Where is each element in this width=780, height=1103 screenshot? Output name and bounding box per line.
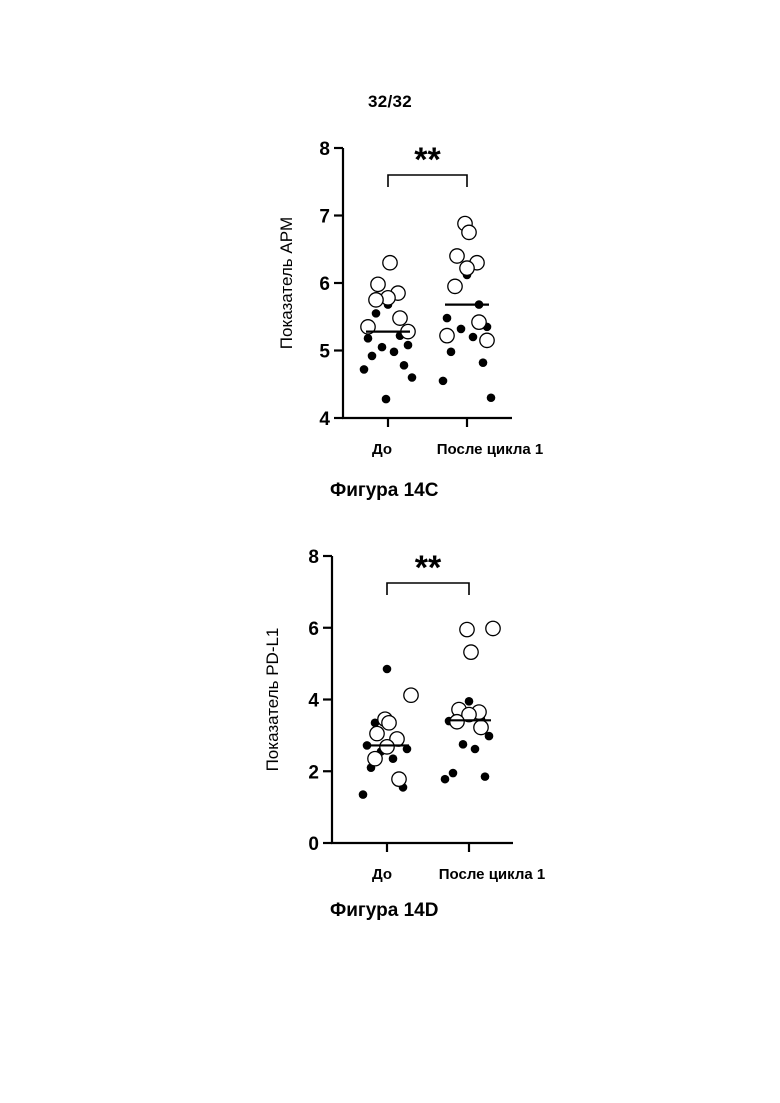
x-tick-label: После цикла 1 — [439, 866, 545, 883]
data-point-open — [486, 621, 500, 635]
data-point-filled — [465, 697, 474, 706]
data-point-filled — [364, 334, 373, 343]
data-point-filled — [487, 393, 496, 402]
data-point-filled — [382, 395, 391, 404]
figure-caption: Фигура 14C — [330, 480, 438, 502]
y-axis-title: Показатель APM — [277, 217, 296, 349]
x-tick-label: После цикла 1 — [437, 441, 543, 458]
y-tick-label: 8 — [308, 547, 319, 568]
significance-label: ** — [415, 549, 442, 587]
data-point-open — [450, 249, 464, 263]
data-point-filled — [471, 745, 480, 754]
data-point-filled — [378, 343, 387, 352]
pdl1-scatter-plot: 0 2 4 6 8 До После цикла 1 Показатель PD-L1 ** — [0, 530, 780, 890]
y-tick-label: 2 — [308, 762, 319, 783]
data-point-filled — [390, 348, 399, 357]
data-point-filled — [469, 333, 478, 342]
y-tick-label: 4 — [319, 409, 330, 430]
data-point-open — [380, 740, 394, 754]
y-tick-label: 8 — [319, 139, 330, 160]
y-axis-title: Показатель PD-L1 — [263, 628, 282, 772]
data-point-open — [448, 279, 462, 293]
data-point-filled — [359, 790, 368, 799]
figure-14d: 0 2 4 6 8 До После цикла 1 Показатель PD-L1 ** Ф… — [0, 530, 780, 930]
data-point-filled — [360, 365, 369, 374]
page-number: 32/32 — [340, 92, 440, 112]
data-point-filled — [368, 352, 377, 361]
data-point-open — [368, 751, 382, 765]
data-point-open — [392, 772, 406, 786]
y-tick-label: 5 — [319, 342, 330, 363]
data-point-filled — [383, 665, 392, 674]
y-tick-label: 0 — [308, 834, 319, 855]
data-point-open — [464, 645, 478, 659]
data-point-filled — [372, 309, 381, 318]
y-tick-label: 7 — [319, 207, 330, 228]
y-tick-label: 6 — [319, 274, 330, 295]
significance-label: ** — [414, 141, 441, 179]
apm-scatter-plot: 4 5 6 7 8 До После цикла 1 Показатель APM ** — [0, 120, 780, 470]
data-point-open — [440, 328, 454, 342]
data-point-filled — [400, 361, 409, 370]
x-tick-label: До — [372, 441, 392, 458]
data-point-open — [474, 720, 488, 734]
x-tick-label: До — [372, 866, 392, 883]
y-tick-label: 4 — [308, 691, 319, 712]
data-point-open — [370, 726, 384, 740]
y-tick-label: 6 — [308, 619, 319, 640]
data-point-open — [472, 315, 486, 329]
data-point-filled — [447, 348, 456, 357]
data-point-filled — [404, 341, 413, 350]
data-point-open — [480, 333, 494, 347]
data-point-open — [404, 688, 418, 702]
data-point-filled — [443, 314, 452, 323]
data-point-filled — [457, 325, 466, 334]
data-point-open — [460, 622, 474, 636]
data-point-open — [393, 311, 407, 325]
figure-14c: 4 5 6 7 8 До После цикла 1 Показатель APM ** Фиг… — [0, 120, 780, 520]
data-point-filled — [441, 775, 450, 784]
data-point-open — [371, 277, 385, 291]
data-point-open — [460, 261, 474, 275]
data-point-open — [462, 225, 476, 239]
data-point-filled — [479, 358, 488, 367]
data-point-filled — [439, 377, 448, 386]
data-point-open — [382, 716, 396, 730]
data-point-filled — [449, 769, 458, 778]
data-point-filled — [481, 772, 490, 781]
data-point-filled — [408, 373, 417, 382]
figure-caption: Фигура 14D — [330, 900, 438, 922]
data-point-open — [369, 293, 383, 307]
data-point-filled — [459, 740, 468, 749]
data-point-open — [450, 715, 464, 729]
data-point-filled — [389, 754, 398, 763]
data-point-open — [383, 256, 397, 270]
